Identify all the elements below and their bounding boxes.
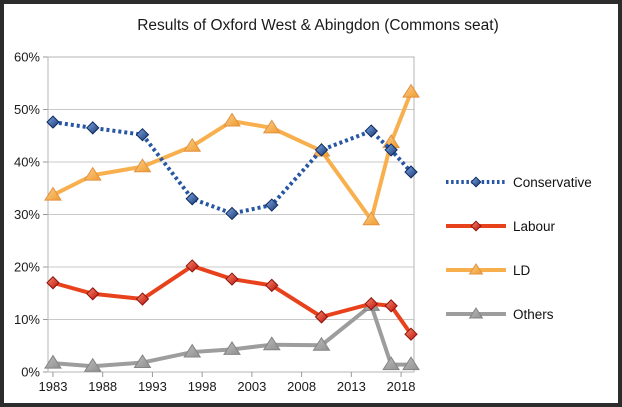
series-others-marker [382,356,401,371]
series-others-line [52,301,412,369]
series-labour-marker [225,272,239,286]
series-conservative-marker [135,127,150,142]
series-ld-line [52,91,413,225]
legend-label-labour: Labour [513,218,556,234]
series-conservative-marker [86,121,100,135]
legend-label-conservative: Conservative [513,174,592,190]
series-others-marker [133,354,152,369]
series-ld-marker [468,263,484,275]
x-axis-label: 2003 [237,379,266,394]
series-others-marker [83,357,102,372]
series-labour-marker [384,299,398,313]
legend-swatch-ld [446,263,506,275]
y-axis-label: 60% [14,50,40,65]
series-others-marker [183,343,202,358]
series-ld-marker [362,211,381,226]
series-others-marker [223,340,241,355]
legend-swatch-conservative [446,176,506,188]
series-ld-marker [83,166,102,181]
series-conservative-marker [314,143,329,157]
y-axis-label: 0% [21,365,40,380]
series-labour-marker [404,327,418,341]
series-ld-marker [262,119,281,134]
series-conservative-marker [185,192,199,206]
plot-border [47,56,415,373]
series-ld-marker [133,158,152,173]
x-axis-label: 1988 [88,379,117,394]
legend-item-conservative: Conservative [445,172,592,192]
x-axis-label: 2018 [387,379,416,394]
series-ld-marker [402,83,420,98]
series-conservative-marker [225,206,239,221]
series-labour-line [52,263,413,336]
plot-area: 0% 10% 20% 30% 40% 50% 60% 1983 1988 1993 1998 2003… [14,50,420,394]
y-axis-label: 40% [14,155,40,170]
legend-item-others: Others [445,304,592,324]
series-ld-marker [223,112,241,127]
series-others-marker [262,336,281,351]
x-axis-label: 1998 [188,379,217,394]
series-ld-marker [44,186,62,201]
chart-title: Results of Oxford West & Abingdon (Commo… [137,17,499,34]
series-ld-marker [183,137,202,152]
series-labour-marker [364,297,378,311]
x-axis-label: 1993 [138,379,167,394]
legend-swatch-labour [446,220,506,232]
y-axis-label: 30% [14,207,40,222]
series-labour-marker [470,220,482,232]
series-conservative-marker [404,165,418,179]
series-others-marker [312,336,331,351]
series-labour-marker [135,292,150,306]
x-axis-label: 1983 [39,379,68,394]
series-conservative-marker [470,176,482,188]
series-labour-marker [46,276,60,290]
series-labour-marker [86,287,100,301]
x-axis-label: 2008 [287,379,316,394]
series-conservative-marker [46,115,60,129]
x-axis-label: 2013 [337,379,366,394]
series-conservative-marker [384,143,398,157]
series-others-marker [44,354,62,369]
y-axis-label: 20% [14,260,40,275]
y-axis-label: 50% [14,102,40,117]
series-labour-marker [185,259,199,273]
series-others-marker [468,307,484,319]
legend-swatch-others [446,307,506,319]
legend: Conservative Labour LD Others [445,172,592,324]
series-others-marker [402,356,420,371]
legend-item-labour: Labour [445,216,592,236]
series-conservative-line [52,120,413,216]
series-conservative-marker [364,124,378,138]
legend-label-ld: LD [513,262,531,278]
series-labour-marker [314,310,329,324]
legend-label-others: Others [513,306,554,322]
series-labour-marker [265,278,279,293]
legend-item-ld: LD [445,260,592,280]
series-conservative-marker [265,198,279,212]
y-axis-label: 10% [14,312,40,327]
